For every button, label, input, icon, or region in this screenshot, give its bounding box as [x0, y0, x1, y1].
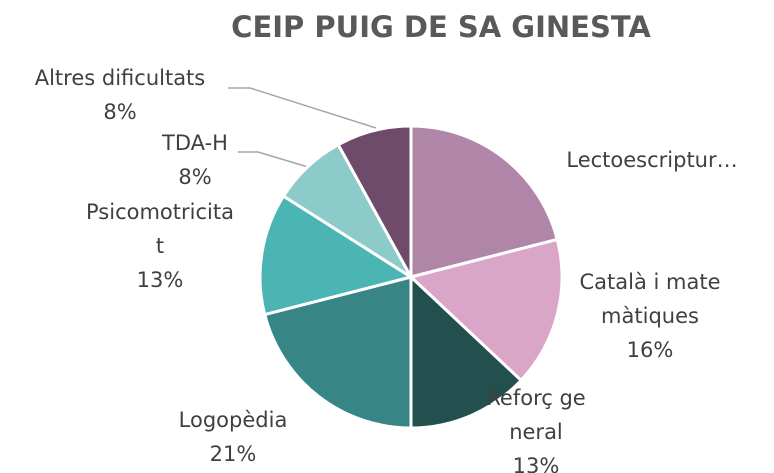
pie-slice — [409, 124, 560, 279]
slice-value-label: 8% — [178, 165, 212, 189]
slice-label: Català i matemàtiques — [579, 270, 721, 328]
slice-label: Lectoescriptur… — [566, 148, 738, 172]
chart-title: CEIP PUIG DE SA GINESTA — [231, 10, 651, 44]
slice-label: Altres dificultats — [34, 66, 206, 90]
slice-label: TDA-H — [162, 131, 228, 155]
pie-slice — [409, 273, 524, 430]
pie-slice — [258, 194, 415, 317]
slice-label: Psicomotricitat — [86, 200, 234, 258]
slice-value-label: 8% — [103, 100, 137, 124]
slice-label: Reforç general — [486, 386, 586, 444]
pie-slice — [262, 275, 413, 430]
slice-value-label: 13% — [512, 454, 560, 473]
leader-line — [228, 87, 377, 129]
leader-line — [238, 151, 309, 168]
pie-slice — [407, 237, 564, 383]
slice-value-label: 21% — [209, 442, 257, 466]
slice-value-label: 16% — [626, 338, 674, 362]
slice-value-label: 13% — [136, 268, 184, 292]
pie-slice — [336, 124, 413, 278]
slice-label: Logopèdia — [178, 408, 288, 432]
